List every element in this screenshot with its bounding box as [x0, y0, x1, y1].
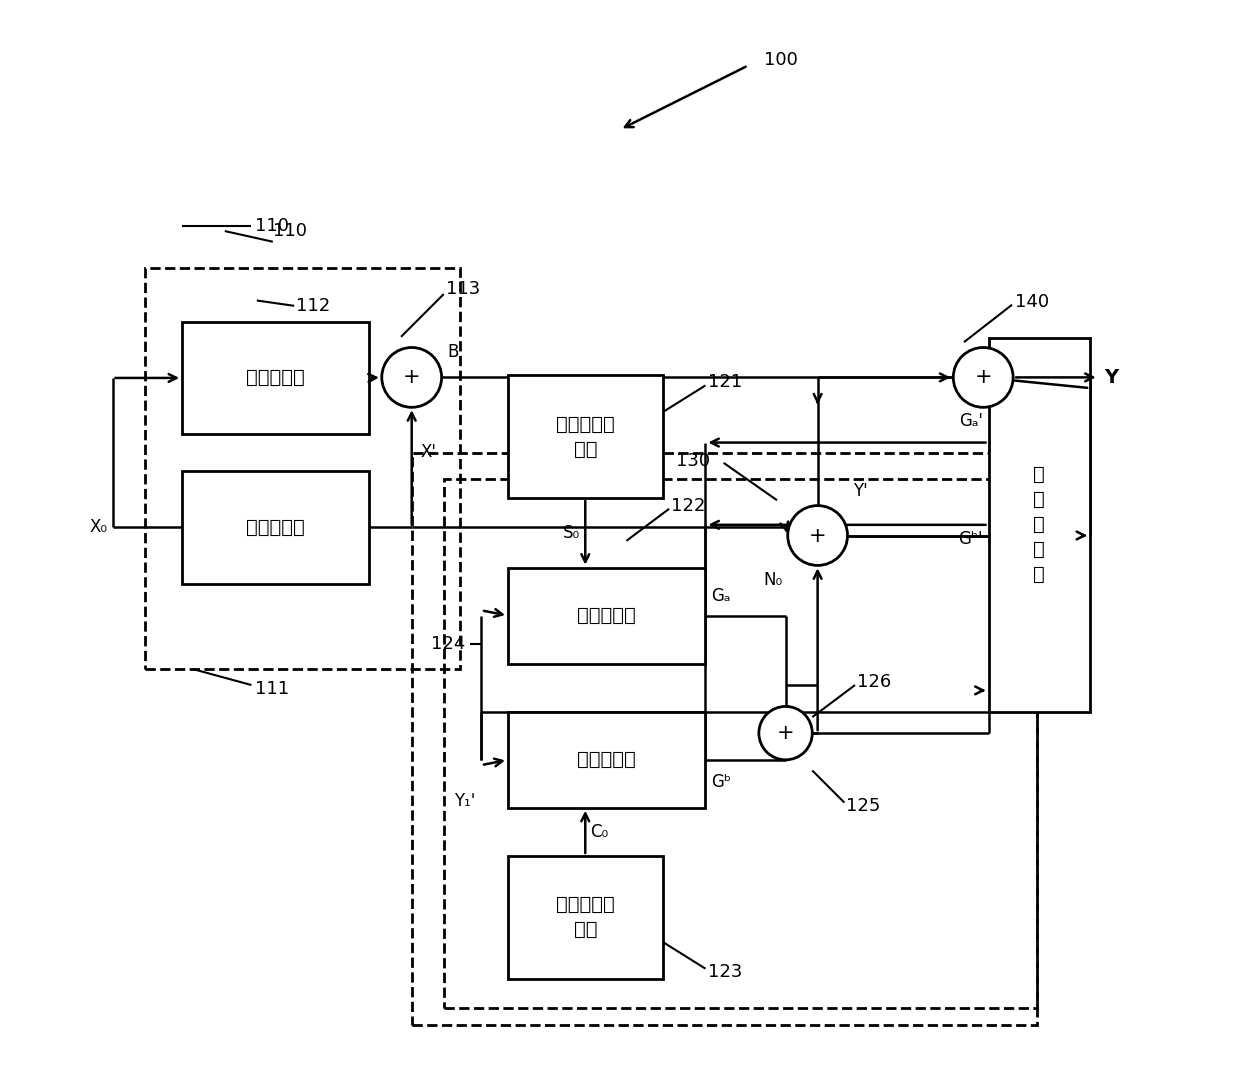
- Text: 第一信号生
成器: 第一信号生 成器: [556, 414, 615, 458]
- Text: 112: 112: [296, 297, 331, 315]
- Text: 第一延时器: 第一延时器: [246, 368, 305, 388]
- Text: 125: 125: [847, 797, 880, 815]
- FancyBboxPatch shape: [508, 375, 662, 498]
- Text: Y': Y': [853, 482, 868, 500]
- Text: 第二放大器: 第二放大器: [578, 751, 636, 769]
- Text: 110: 110: [273, 222, 306, 240]
- FancyBboxPatch shape: [508, 568, 706, 664]
- Circle shape: [954, 347, 1013, 407]
- Text: N₀: N₀: [763, 571, 782, 589]
- Circle shape: [382, 347, 441, 407]
- FancyBboxPatch shape: [508, 856, 662, 979]
- Text: X': X': [420, 443, 436, 462]
- FancyBboxPatch shape: [182, 471, 370, 584]
- Text: +: +: [808, 526, 826, 545]
- Text: Gₐ: Gₐ: [711, 587, 730, 605]
- Text: 113: 113: [446, 280, 480, 298]
- Text: 124: 124: [430, 635, 465, 653]
- Text: 123: 123: [708, 963, 742, 981]
- Text: C₀: C₀: [590, 823, 609, 841]
- Text: 126: 126: [857, 673, 892, 691]
- Text: 100: 100: [764, 51, 799, 70]
- Text: 高通滤波器: 高通滤波器: [246, 518, 305, 537]
- Text: Y: Y: [1104, 368, 1118, 387]
- Text: X: X: [360, 344, 371, 361]
- Text: 130: 130: [676, 452, 709, 470]
- FancyBboxPatch shape: [988, 337, 1090, 712]
- Text: Gₐ': Gₐ': [960, 411, 983, 429]
- Text: X₀: X₀: [89, 518, 107, 537]
- Text: 140: 140: [1016, 292, 1049, 311]
- Text: +: +: [403, 367, 420, 388]
- Text: 121: 121: [708, 373, 742, 391]
- Text: +: +: [776, 723, 795, 743]
- Text: 122: 122: [671, 497, 706, 514]
- Text: Gᵇ: Gᵇ: [711, 772, 730, 790]
- Text: 111: 111: [254, 680, 289, 698]
- Text: Gᵇ': Gᵇ': [959, 530, 983, 548]
- Text: Y₁': Y₁': [454, 791, 476, 810]
- Text: S₀: S₀: [563, 524, 580, 542]
- FancyBboxPatch shape: [182, 322, 370, 434]
- FancyBboxPatch shape: [508, 712, 706, 808]
- Text: B: B: [446, 344, 459, 361]
- Circle shape: [759, 707, 812, 759]
- Text: 110: 110: [254, 216, 289, 235]
- Text: +: +: [975, 367, 992, 388]
- Text: 第一放大器: 第一放大器: [578, 606, 636, 625]
- Text: 第
二
延
时
器: 第 二 延 时 器: [1033, 465, 1045, 585]
- Circle shape: [787, 506, 847, 565]
- Text: 120: 120: [564, 447, 599, 465]
- Text: 第二信号生
成器: 第二信号生 成器: [556, 895, 615, 939]
